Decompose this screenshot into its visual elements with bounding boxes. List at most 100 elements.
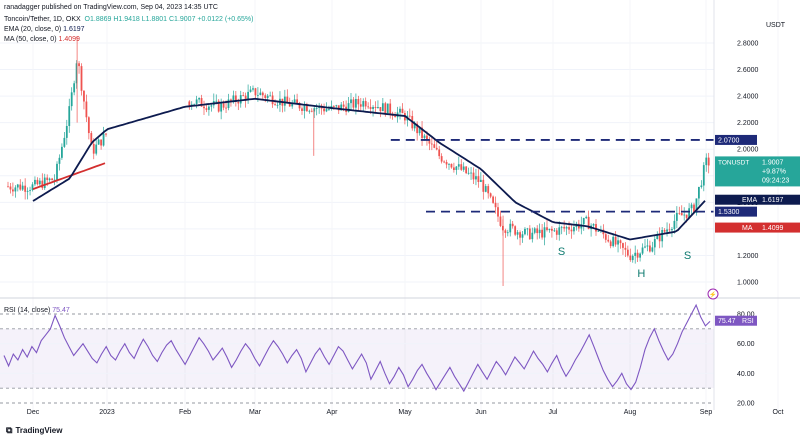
candle-body bbox=[541, 229, 543, 238]
candle-body bbox=[239, 95, 242, 104]
candle-body bbox=[663, 230, 666, 232]
rsi-legend[interactable]: RSI (14, close) 75.47 bbox=[4, 306, 70, 315]
candle-body bbox=[313, 108, 316, 112]
candle-body bbox=[36, 179, 39, 185]
candle-body bbox=[609, 241, 612, 247]
candle-body bbox=[649, 245, 651, 252]
candle-body bbox=[448, 163, 450, 165]
candle-body bbox=[457, 164, 460, 167]
pattern-label: S bbox=[558, 246, 565, 258]
candle-body bbox=[355, 98, 357, 108]
candle-body bbox=[413, 123, 416, 129]
candle-body bbox=[524, 228, 526, 235]
candle-body bbox=[306, 105, 308, 112]
candle-body bbox=[639, 253, 641, 258]
candle-body bbox=[205, 108, 208, 110]
candlestick-series bbox=[7, 36, 710, 286]
candle-body bbox=[423, 135, 426, 139]
candle-body bbox=[690, 204, 693, 209]
candle-body bbox=[521, 234, 524, 238]
candle-body bbox=[489, 193, 492, 197]
candle-body bbox=[570, 229, 573, 232]
ema-legend[interactable]: EMA (20, close, 0) 1.6197 bbox=[4, 25, 85, 34]
candle-body bbox=[519, 232, 521, 238]
time-tick-label: Jun bbox=[475, 409, 486, 416]
candle-body bbox=[629, 255, 632, 261]
price-labels: 2.0700 1.5300 TONUSDT 1.9007 +9.87% 09:24:23 E… bbox=[715, 134, 800, 326]
candle-body bbox=[450, 163, 453, 168]
candle-body bbox=[92, 143, 95, 154]
candle-body bbox=[548, 228, 551, 231]
candle-body bbox=[487, 186, 490, 194]
candle-body bbox=[688, 208, 690, 218]
candle-body bbox=[249, 89, 252, 92]
candle-body bbox=[526, 228, 529, 230]
ema-label-value: 1.6197 bbox=[762, 197, 784, 204]
candle-body bbox=[700, 185, 703, 187]
candle-body bbox=[46, 177, 49, 181]
candle-body bbox=[543, 227, 546, 238]
candle-body bbox=[261, 92, 264, 96]
candle-body bbox=[247, 91, 249, 101]
candle-body bbox=[631, 255, 634, 261]
candle-body bbox=[558, 227, 561, 235]
candle-body bbox=[587, 216, 590, 230]
candle-body bbox=[90, 133, 93, 144]
tradingview-footer[interactable]: ⧉ TradingView bbox=[6, 425, 62, 436]
rsi-band bbox=[0, 329, 714, 388]
candle-body bbox=[48, 178, 51, 181]
candle-body bbox=[516, 232, 519, 235]
candle-body bbox=[43, 177, 46, 189]
price-tick-label: 2.2000 bbox=[737, 120, 759, 127]
candle-body bbox=[592, 224, 595, 226]
candle-body bbox=[671, 229, 673, 231]
ma-legend[interactable]: MA (50, close, 0) 1.4099 bbox=[4, 35, 80, 44]
tradingview-logo-icon: ⧉ bbox=[6, 425, 13, 435]
candle-body bbox=[347, 103, 350, 112]
candle-body bbox=[607, 239, 610, 242]
candle-body bbox=[254, 88, 257, 96]
candle-body bbox=[252, 88, 254, 90]
rsi-name-text: RSI bbox=[742, 318, 754, 325]
candle-body bbox=[644, 246, 646, 248]
candle-body bbox=[14, 187, 17, 192]
candle-body bbox=[259, 92, 262, 95]
candle-body bbox=[9, 186, 12, 190]
candle-body bbox=[636, 252, 639, 258]
tonusdt-value: 1.9007 bbox=[762, 159, 784, 166]
ema20-line bbox=[32, 97, 706, 241]
horizontal-levels bbox=[390, 139, 714, 213]
candle-body bbox=[622, 243, 624, 248]
candle-body bbox=[560, 226, 563, 228]
ema-legend-label: EMA (20, close, 0) bbox=[4, 26, 62, 33]
candle-body bbox=[362, 101, 365, 107]
candle-body bbox=[68, 106, 71, 126]
candle-body bbox=[675, 212, 678, 221]
candle-body bbox=[222, 103, 225, 108]
candle-body bbox=[666, 229, 668, 232]
candle-body bbox=[374, 106, 377, 109]
ma-label-name: MA bbox=[742, 225, 753, 232]
candle-body bbox=[585, 216, 588, 219]
ma-legend-value: 1.4099 bbox=[58, 36, 80, 43]
candle-body bbox=[100, 139, 102, 146]
candle-body bbox=[568, 227, 570, 230]
candle-body bbox=[325, 109, 328, 112]
candle-body bbox=[465, 166, 468, 174]
candle-body bbox=[188, 101, 191, 106]
time-axis: Dec 2023 Feb Mar Apr May Jun Jul Aug Sep Oct bbox=[27, 409, 784, 416]
candle-body bbox=[310, 110, 313, 112]
ema-label-tag bbox=[715, 194, 800, 205]
candle-body bbox=[595, 224, 597, 232]
candle-body bbox=[685, 214, 688, 218]
candle-body bbox=[479, 179, 482, 182]
candle-body bbox=[597, 231, 600, 232]
candle-body bbox=[661, 230, 664, 242]
candle-body bbox=[418, 127, 421, 134]
candle-body bbox=[460, 164, 463, 170]
candle-body bbox=[21, 185, 24, 190]
candle-body bbox=[494, 202, 497, 208]
event-icon[interactable]: ⚡ bbox=[707, 288, 719, 300]
candle-body bbox=[565, 227, 568, 229]
